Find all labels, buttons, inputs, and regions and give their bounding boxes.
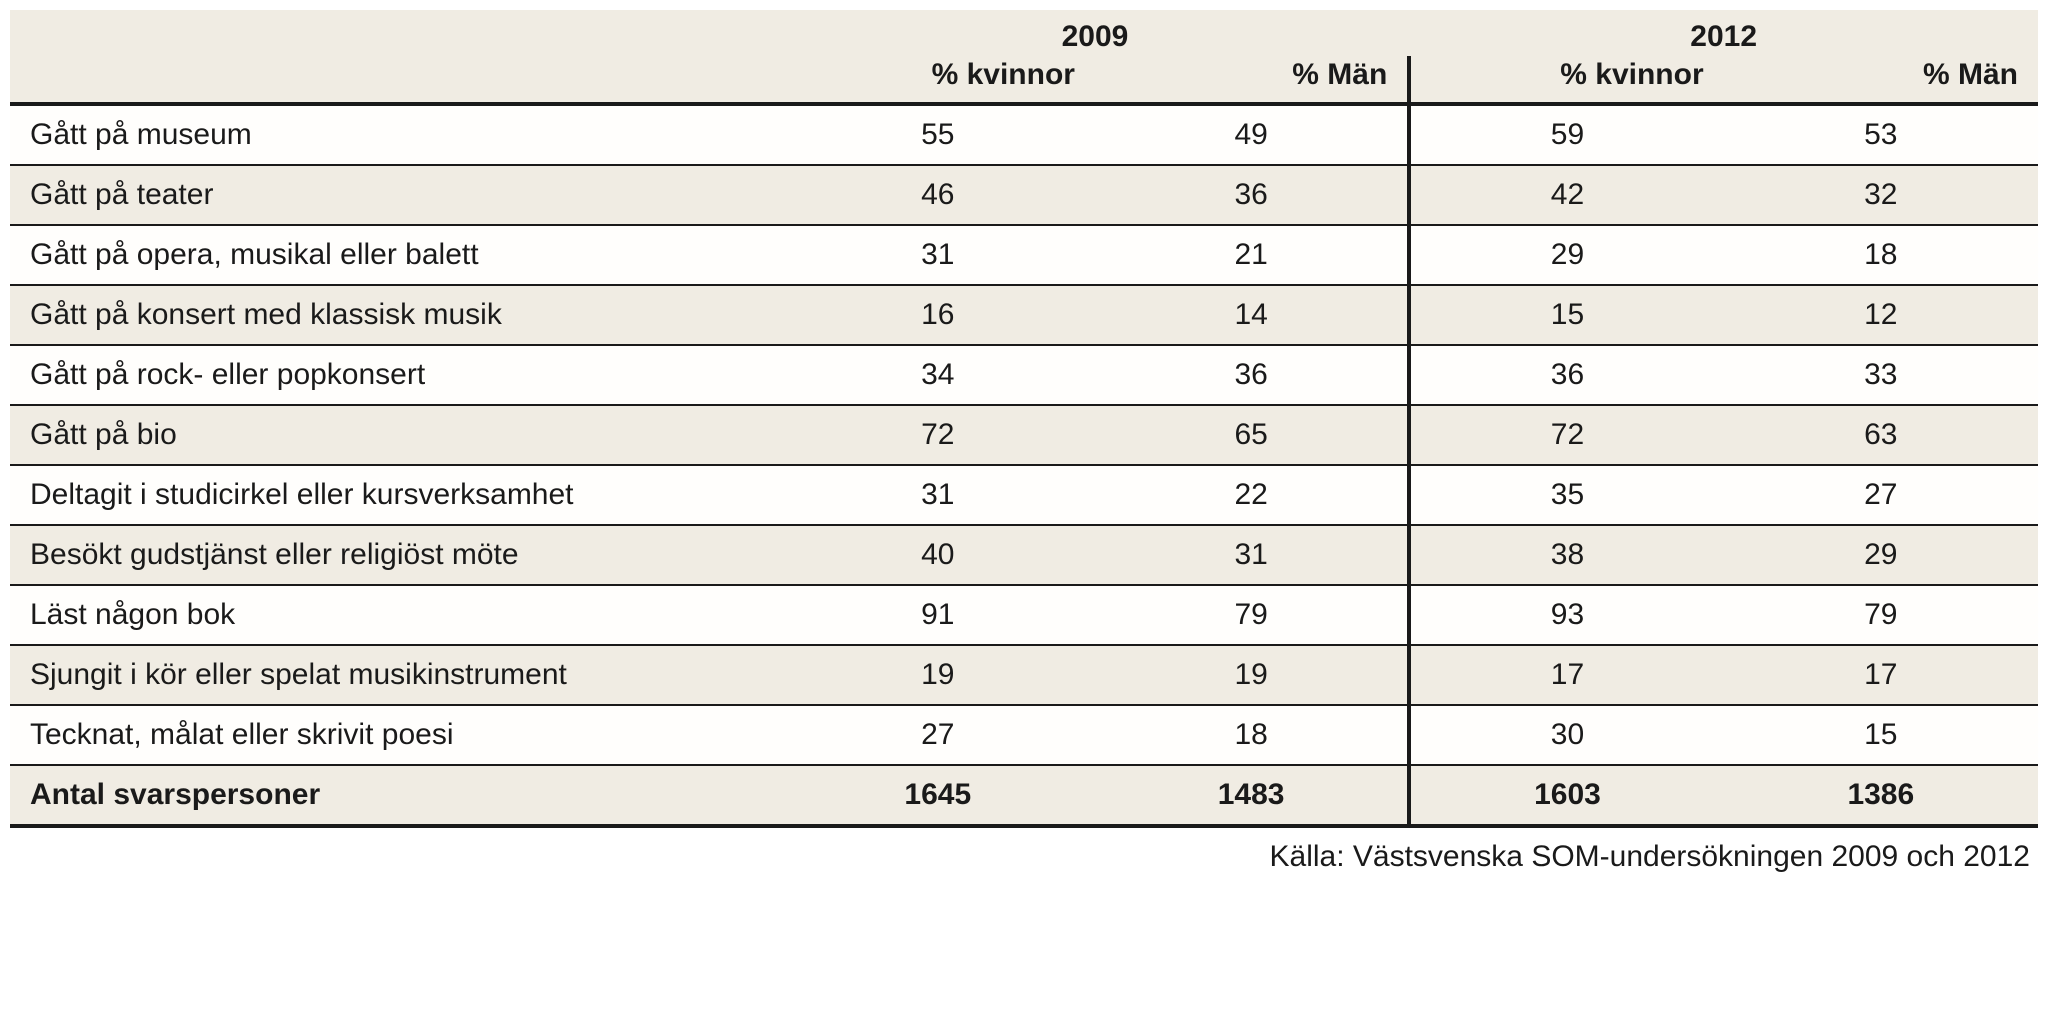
row-label: Gått på rock- eller popkonsert: [10, 345, 781, 405]
cell-value: 72: [781, 405, 1095, 465]
table-row: Gått på bio72657263: [10, 405, 2038, 465]
subheader-man-2009: % Män: [1095, 56, 1409, 104]
cell-value: 21: [1095, 225, 1409, 285]
totals-value: 1645: [781, 765, 1095, 826]
table-row: Tecknat, målat eller skrivit poesi271830…: [10, 705, 2038, 765]
subheader-blank: [10, 56, 781, 104]
cell-value: 31: [781, 225, 1095, 285]
row-label: Läst någon bok: [10, 585, 781, 645]
cell-value: 38: [1409, 525, 1723, 585]
cell-value: 33: [1724, 345, 2038, 405]
table-header: 2009 2012 % kvinnor % Män % kvinnor % Mä…: [10, 10, 2038, 104]
table-row: Gått på teater46364232: [10, 165, 2038, 225]
cell-value: 18: [1095, 705, 1409, 765]
table-row: Gått på opera, musikal eller balett31212…: [10, 225, 2038, 285]
row-label: Gått på konsert med klassisk musik: [10, 285, 781, 345]
totals-value: 1483: [1095, 765, 1409, 826]
header-year-2012: 2012: [1409, 10, 2038, 56]
cell-value: 16: [781, 285, 1095, 345]
cell-value: 27: [1724, 465, 2038, 525]
row-label: Gått på museum: [10, 104, 781, 165]
cell-value: 65: [1095, 405, 1409, 465]
cell-value: 46: [781, 165, 1095, 225]
cell-value: 18: [1724, 225, 2038, 285]
cell-value: 22: [1095, 465, 1409, 525]
cell-value: 36: [1095, 345, 1409, 405]
cell-value: 93: [1409, 585, 1723, 645]
table-row: Läst någon bok91799379: [10, 585, 2038, 645]
totals-value: 1603: [1409, 765, 1723, 826]
table-row: Deltagit i studicirkel eller kursverksam…: [10, 465, 2038, 525]
row-label: Gått på bio: [10, 405, 781, 465]
cell-value: 53: [1724, 104, 2038, 165]
cell-value: 31: [1095, 525, 1409, 585]
cell-value: 32: [1724, 165, 2038, 225]
row-label: Gått på teater: [10, 165, 781, 225]
subheader-man-2012: % Män: [1724, 56, 2038, 104]
cell-value: 29: [1409, 225, 1723, 285]
data-table: 2009 2012 % kvinnor % Män % kvinnor % Mä…: [10, 10, 2038, 828]
cell-value: 12: [1724, 285, 2038, 345]
cell-value: 19: [781, 645, 1095, 705]
row-label: Besökt gudstjänst eller religiöst möte: [10, 525, 781, 585]
cell-value: 17: [1724, 645, 2038, 705]
cell-value: 91: [781, 585, 1095, 645]
table-row: Gått på rock- eller popkonsert34363633: [10, 345, 2038, 405]
cell-value: 49: [1095, 104, 1409, 165]
table-body: Gått på museum55495953Gått på teater4636…: [10, 104, 2038, 826]
cell-value: 55: [781, 104, 1095, 165]
header-year-2009: 2009: [781, 10, 1410, 56]
row-label: Deltagit i studicirkel eller kursverksam…: [10, 465, 781, 525]
subheader-kvinnor-2009: % kvinnor: [781, 56, 1095, 104]
cell-value: 15: [1409, 285, 1723, 345]
totals-value: 1386: [1724, 765, 2038, 826]
cell-value: 59: [1409, 104, 1723, 165]
cell-value: 36: [1095, 165, 1409, 225]
cell-value: 34: [781, 345, 1095, 405]
cell-value: 36: [1409, 345, 1723, 405]
cell-value: 19: [1095, 645, 1409, 705]
cell-value: 35: [1409, 465, 1723, 525]
header-blank: [10, 10, 781, 56]
row-label: Gått på opera, musikal eller balett: [10, 225, 781, 285]
cell-value: 14: [1095, 285, 1409, 345]
cell-value: 72: [1409, 405, 1723, 465]
source-citation: Källa: Västsvenska SOM-undersökningen 20…: [10, 828, 2038, 874]
totals-row: Antal svarspersoner1645148316031386: [10, 765, 2038, 826]
table-row: Sjungit i kör eller spelat musikinstrume…: [10, 645, 2038, 705]
table-row: Gått på museum55495953: [10, 104, 2038, 165]
cell-value: 15: [1724, 705, 2038, 765]
row-label: Sjungit i kör eller spelat musikinstrume…: [10, 645, 781, 705]
cell-value: 79: [1095, 585, 1409, 645]
cell-value: 31: [781, 465, 1095, 525]
cell-value: 42: [1409, 165, 1723, 225]
subheader-kvinnor-2012: % kvinnor: [1409, 56, 1723, 104]
cell-value: 30: [1409, 705, 1723, 765]
cell-value: 40: [781, 525, 1095, 585]
cell-value: 79: [1724, 585, 2038, 645]
table-row: Besökt gudstjänst eller religiöst möte40…: [10, 525, 2038, 585]
cell-value: 17: [1409, 645, 1723, 705]
totals-label: Antal svarspersoner: [10, 765, 781, 826]
row-label: Tecknat, målat eller skrivit poesi: [10, 705, 781, 765]
table-row: Gått på konsert med klassisk musik161415…: [10, 285, 2038, 345]
cell-value: 27: [781, 705, 1095, 765]
cell-value: 29: [1724, 525, 2038, 585]
cell-value: 63: [1724, 405, 2038, 465]
